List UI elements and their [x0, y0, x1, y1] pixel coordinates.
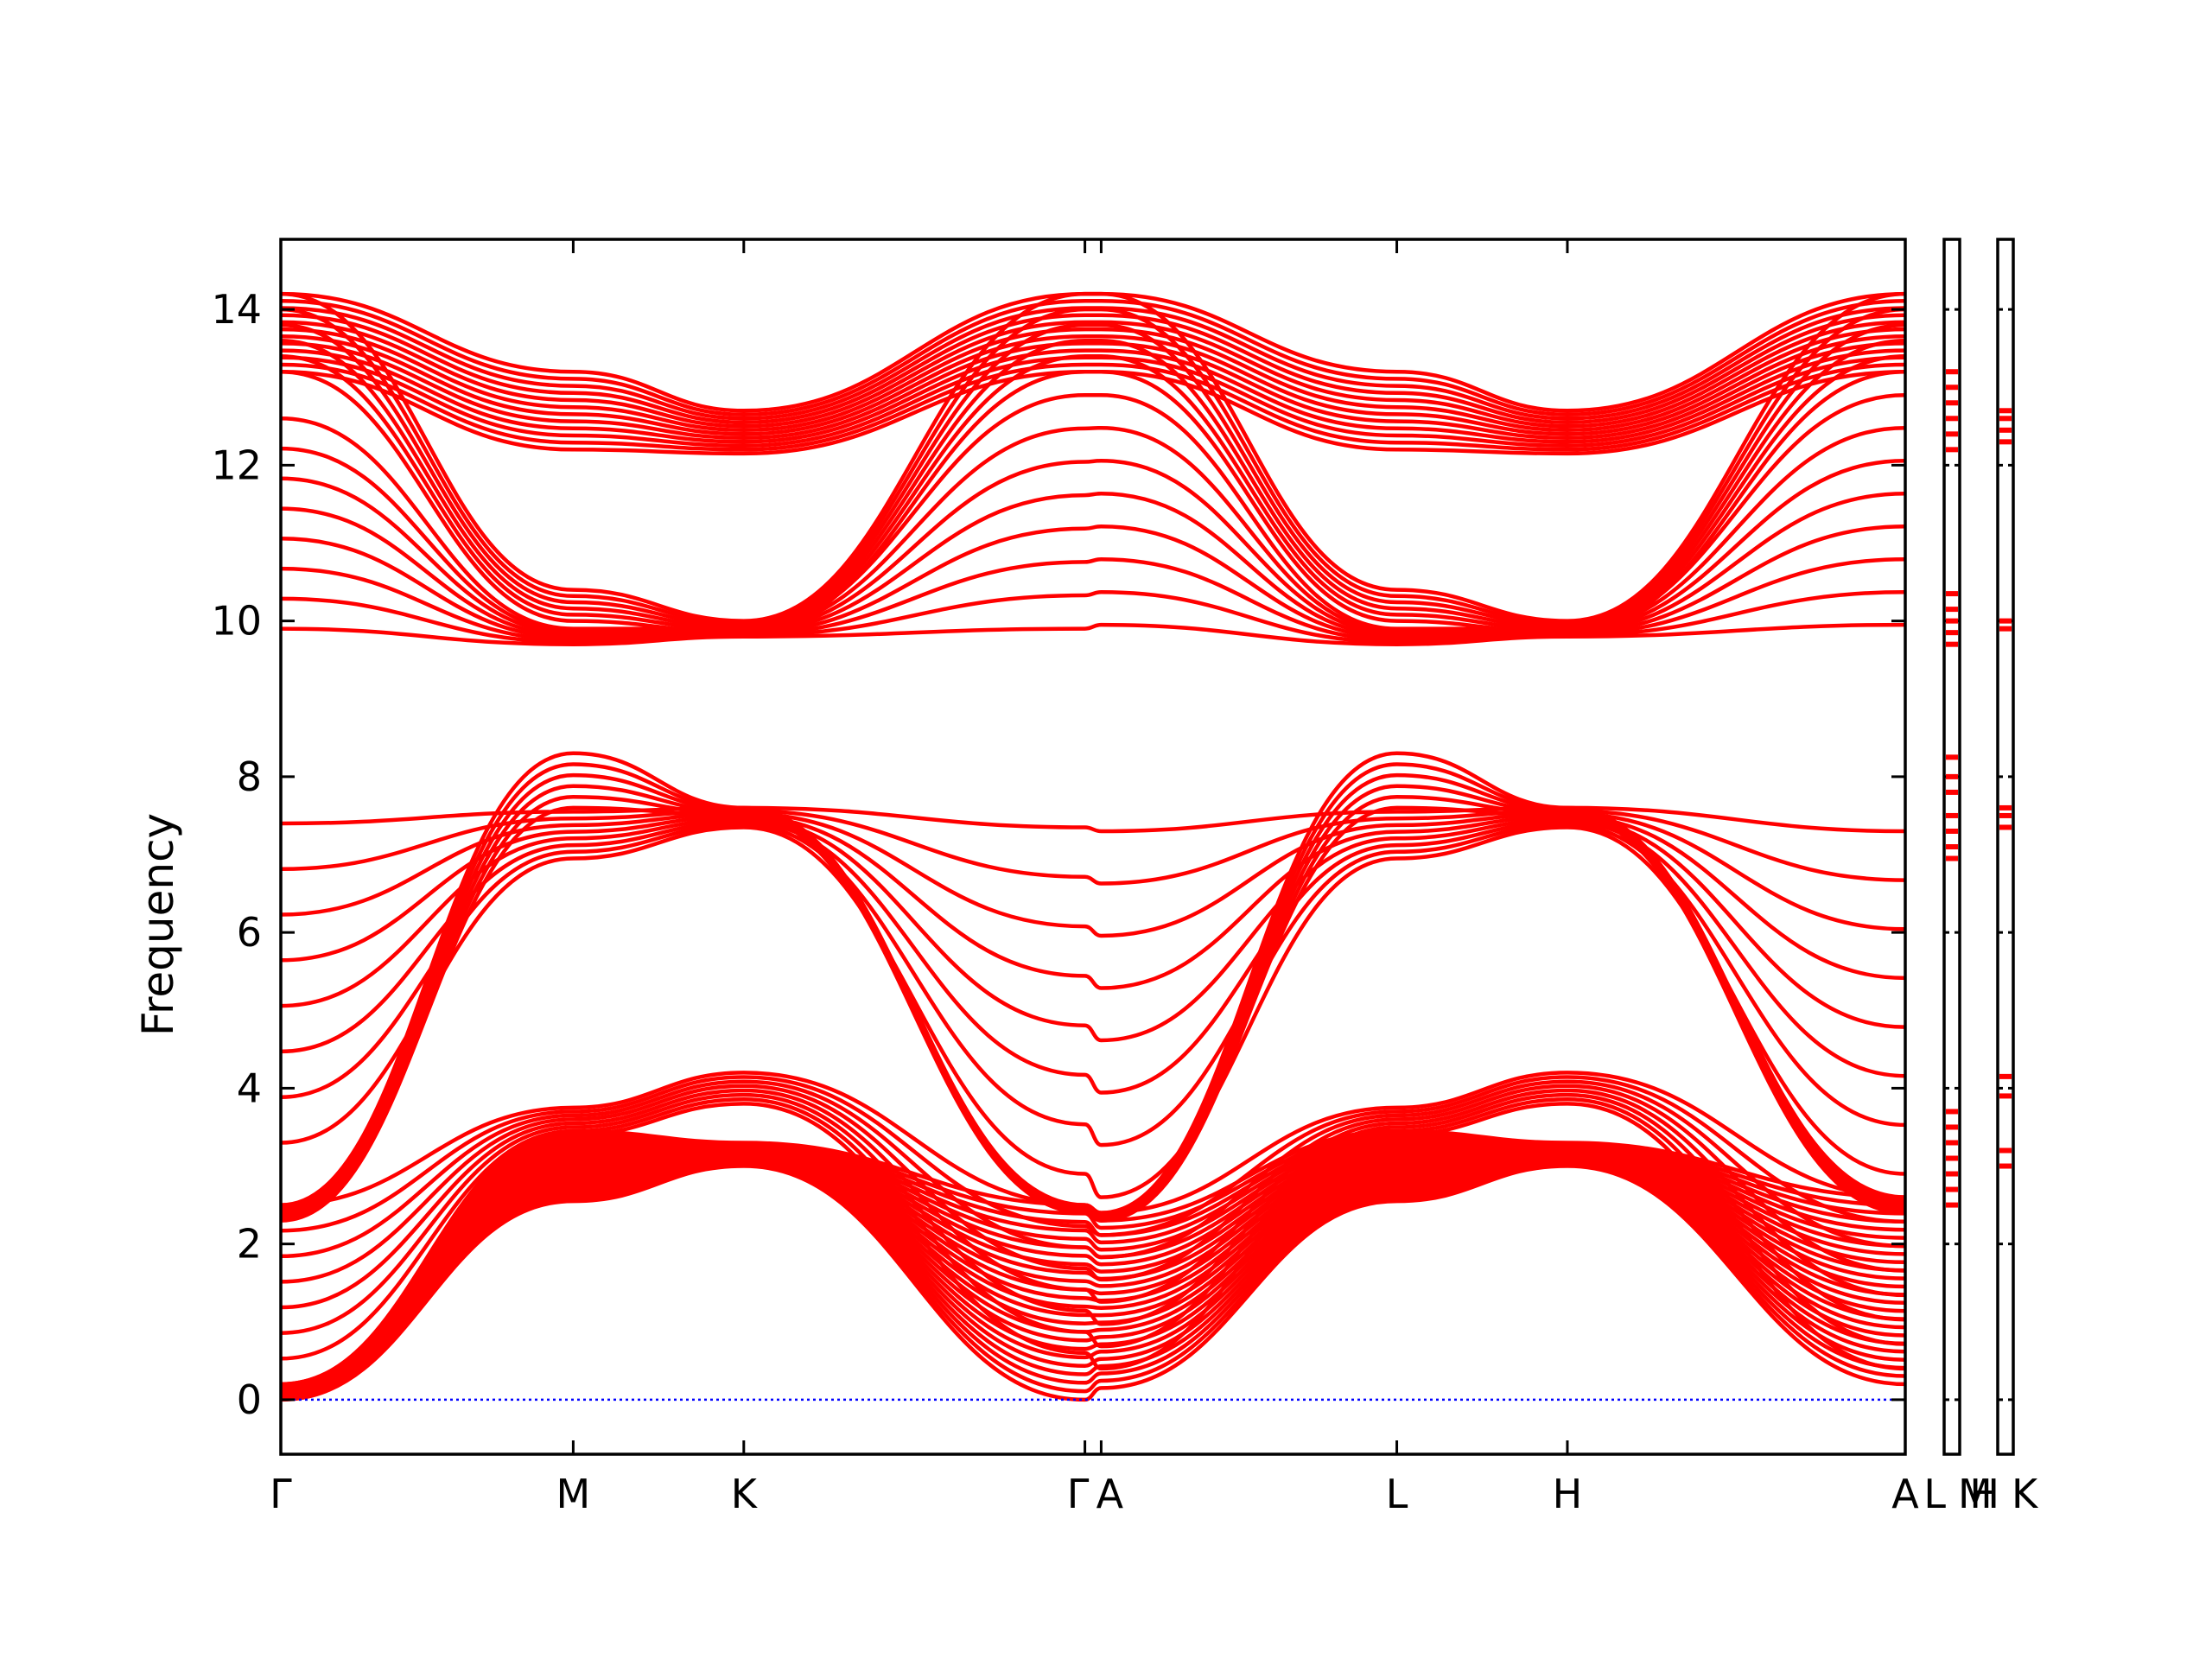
- band-line-1-2: [280, 1092, 1906, 1335]
- x-tick-label-2: K: [731, 1471, 759, 1517]
- y-tick-label-6: 6: [237, 909, 262, 956]
- y-tick-label-14: 14: [211, 286, 262, 333]
- band-line-4-4: [280, 491, 1906, 638]
- band-line-5-3: [280, 322, 1906, 628]
- x-tick-label-7: A: [1891, 1471, 1919, 1517]
- x-tick-label-1: M: [556, 1471, 591, 1517]
- band-line-6-10: [280, 299, 1906, 417]
- band-line-2-2: [280, 819, 1906, 1095]
- band-line-6-0: [280, 369, 1906, 456]
- band-line-6-4: [280, 341, 1906, 441]
- side-panel-1-label-right: K: [2012, 1471, 2039, 1517]
- x-tick-label-4: A: [1096, 1471, 1124, 1517]
- band-line-1-5: [280, 1079, 1906, 1260]
- band-line-6-8: [280, 313, 1906, 425]
- plot-frame: [279, 238, 1907, 1456]
- y-tick-label-2: 2: [237, 1221, 262, 1268]
- side-panel-1-label-left: H: [1969, 1471, 1999, 1517]
- side-panel-0-label-right: M: [1958, 1471, 1993, 1517]
- band-line-6-5: [280, 334, 1906, 436]
- side-panels: L MH K: [1923, 238, 2039, 1517]
- band-line-6-6: [280, 327, 1906, 433]
- x-tick-label-0: Γ: [270, 1471, 292, 1517]
- band-line-1-0: [280, 1102, 1906, 1387]
- band-line-6-3: [280, 348, 1906, 444]
- side-panel-frame-1: [1996, 238, 2015, 1456]
- band-line-1-4: [280, 1084, 1906, 1284]
- x-tick-label-3: Γ: [1067, 1471, 1090, 1517]
- band-lines: [280, 291, 1906, 1402]
- band-line-6-9: [280, 306, 1906, 421]
- y-tick-label-0: 0: [237, 1376, 262, 1423]
- band-line-1-1: [280, 1097, 1906, 1361]
- side-panel-frame-0: [1942, 238, 1961, 1456]
- band-line-2-1: [280, 822, 1906, 1147]
- band-line-6-7: [280, 320, 1906, 429]
- band-line-1-3: [280, 1088, 1906, 1310]
- side-panel-0-label-left: L: [1923, 1471, 1946, 1517]
- band-line-6-11: [280, 291, 1906, 413]
- band-line-3-5: [280, 751, 1906, 1215]
- y-tick-label-10: 10: [211, 598, 262, 645]
- y-axis-label: Frequency: [133, 813, 183, 1036]
- band-line-2-4: [280, 814, 1906, 990]
- band-line-6-2: [280, 355, 1906, 448]
- x-tick-label-5: L: [1386, 1471, 1408, 1517]
- band-line-2-0: [280, 825, 1906, 1199]
- band-line-2-3: [280, 817, 1906, 1043]
- band-line-5-2: [280, 338, 1906, 630]
- x-tick-label-6: H: [1553, 1471, 1583, 1517]
- band-line-1-6: [280, 1075, 1906, 1237]
- y-tick-label-12: 12: [211, 442, 262, 488]
- y-tick-label-8: 8: [237, 753, 262, 800]
- band-line-6-1: [280, 362, 1906, 452]
- y-tick-label-4: 4: [237, 1065, 262, 1111]
